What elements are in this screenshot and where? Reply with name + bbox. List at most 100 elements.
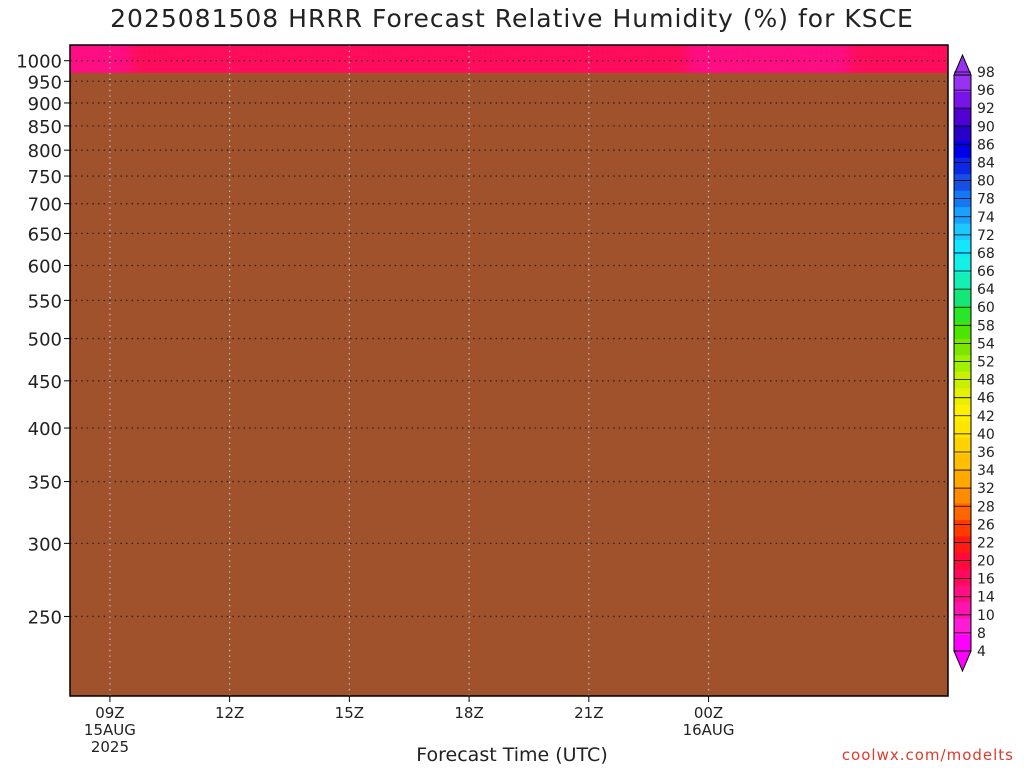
colorbar-swatch xyxy=(954,519,971,537)
colorbar-label: 78 xyxy=(977,192,995,208)
colorbar-label: 22 xyxy=(977,535,995,551)
y-tick-label: 750 xyxy=(28,167,62,188)
colorbar-label: 34 xyxy=(977,463,995,479)
colorbar-swatch xyxy=(954,124,971,142)
y-tick-label: 900 xyxy=(28,94,62,115)
colorbar-swatch xyxy=(954,469,971,487)
colorbar-label: 66 xyxy=(977,264,995,280)
colorbar-label: 86 xyxy=(977,137,995,153)
x-tick-label: 21Z xyxy=(574,704,603,722)
colorbar-label: 64 xyxy=(977,282,995,298)
y-tick-label: 550 xyxy=(28,291,62,312)
colorbar-label: 46 xyxy=(977,391,995,407)
colorbar-swatch xyxy=(954,437,971,455)
colorbar-swatch xyxy=(954,404,971,422)
y-tick-label: 600 xyxy=(28,256,62,277)
colorbar-label: 42 xyxy=(977,409,995,425)
colorbar-label: 20 xyxy=(977,554,995,570)
y-tick-label: 700 xyxy=(28,195,62,216)
colorbar-label: 84 xyxy=(977,155,995,171)
colorbar-label: 8 xyxy=(977,626,986,642)
colorbar-swatch xyxy=(954,256,971,273)
colorbar-swatch xyxy=(954,634,971,652)
colorbar-swatch xyxy=(954,75,971,92)
plot-frame xyxy=(69,44,949,697)
colorbar-label: 28 xyxy=(977,499,995,515)
y-tick-label: 800 xyxy=(28,141,62,162)
colorbar-swatch xyxy=(954,618,971,636)
colorbar-label: 48 xyxy=(977,373,995,389)
y-tick-label: 650 xyxy=(28,224,62,245)
colorbar-label: 90 xyxy=(977,119,995,135)
colorbar-label: 36 xyxy=(977,445,995,461)
colorbar-min-arrow xyxy=(953,650,972,673)
colorbar-swatch xyxy=(954,486,971,504)
colorbar-label: 72 xyxy=(977,228,995,244)
colorbar-label: 52 xyxy=(977,355,995,371)
colorbar-label: 54 xyxy=(977,336,995,352)
x-tick-label: 15AUG xyxy=(84,721,136,739)
x-tick-label: 18Z xyxy=(454,704,483,722)
colorbar-swatch xyxy=(954,223,971,241)
x-tick-label: 16AUG xyxy=(683,721,735,739)
y-tick-label: 500 xyxy=(28,330,62,351)
y-tick-label: 950 xyxy=(28,72,62,93)
colorbar-label: 4 xyxy=(977,644,986,660)
colorbar-label: 26 xyxy=(977,517,995,533)
colorbar-swatch xyxy=(954,107,971,125)
colorbar-swatch xyxy=(954,535,971,553)
x-tick-label: 00Z xyxy=(694,704,723,722)
colorbar-label: 10 xyxy=(977,608,995,624)
colorbar-label: 80 xyxy=(977,174,995,190)
colorbar-swatch xyxy=(954,173,971,191)
x-tick-label: 2025 xyxy=(91,738,129,756)
grid-lines xyxy=(70,45,948,696)
y-tick-label: 450 xyxy=(28,372,62,393)
y-tick-label: 400 xyxy=(28,419,62,440)
colorbar-swatch xyxy=(954,321,971,339)
x-tick-label: 09Z xyxy=(95,704,124,722)
colorbar-label: 58 xyxy=(977,318,995,334)
colorbar-swatch xyxy=(954,206,971,224)
colorbar-label: 60 xyxy=(977,300,995,316)
colorbar-label: 32 xyxy=(977,481,995,497)
source-credit: coolwx.com/modelts xyxy=(841,746,1014,764)
colorbar-swatch xyxy=(954,568,971,586)
colorbar-swatch xyxy=(954,239,971,257)
ground-below-surface xyxy=(70,72,948,696)
colorbar-label: 96 xyxy=(977,83,995,99)
colorbar-label: 92 xyxy=(977,101,995,117)
colorbar: 9896929086848078747268666460585452484642… xyxy=(953,53,995,673)
colorbar-swatch xyxy=(954,387,971,405)
y-tick-label: 850 xyxy=(28,117,62,138)
colorbar-swatch xyxy=(954,91,971,109)
colorbar-label: 98 xyxy=(977,65,995,81)
pressure-axis: 2503003504004505005506006507007508008509… xyxy=(16,52,70,628)
colorbar-swatch xyxy=(954,354,971,372)
colorbar-swatch xyxy=(954,288,971,306)
colorbar-swatch xyxy=(954,157,971,175)
colorbar-label: 40 xyxy=(977,427,995,443)
y-tick-label: 350 xyxy=(28,473,62,494)
x-axis-label: Forecast Time (UTC) xyxy=(416,744,608,766)
colorbar-swatch xyxy=(954,305,971,323)
colorbar-swatch xyxy=(954,140,971,158)
colorbar-label: 68 xyxy=(977,246,995,262)
y-tick-label: 250 xyxy=(28,607,62,628)
y-tick-label: 1000 xyxy=(16,52,62,73)
colorbar-label: 14 xyxy=(977,590,995,606)
colorbar-swatch xyxy=(954,420,971,438)
colorbar-swatch xyxy=(954,585,971,603)
ground-fill xyxy=(70,72,948,696)
chart-title: 2025081508 HRRR Forecast Relative Humidi… xyxy=(110,4,914,33)
colorbar-label: 74 xyxy=(977,210,995,226)
x-tick-label: 15Z xyxy=(335,704,364,722)
colorbar-swatch xyxy=(954,453,971,471)
colorbar-label: 16 xyxy=(977,572,995,588)
x-tick-label: 12Z xyxy=(215,704,244,722)
colorbar-swatch xyxy=(954,272,971,290)
colorbar-swatch xyxy=(954,338,971,356)
colorbar-swatch xyxy=(954,601,971,619)
